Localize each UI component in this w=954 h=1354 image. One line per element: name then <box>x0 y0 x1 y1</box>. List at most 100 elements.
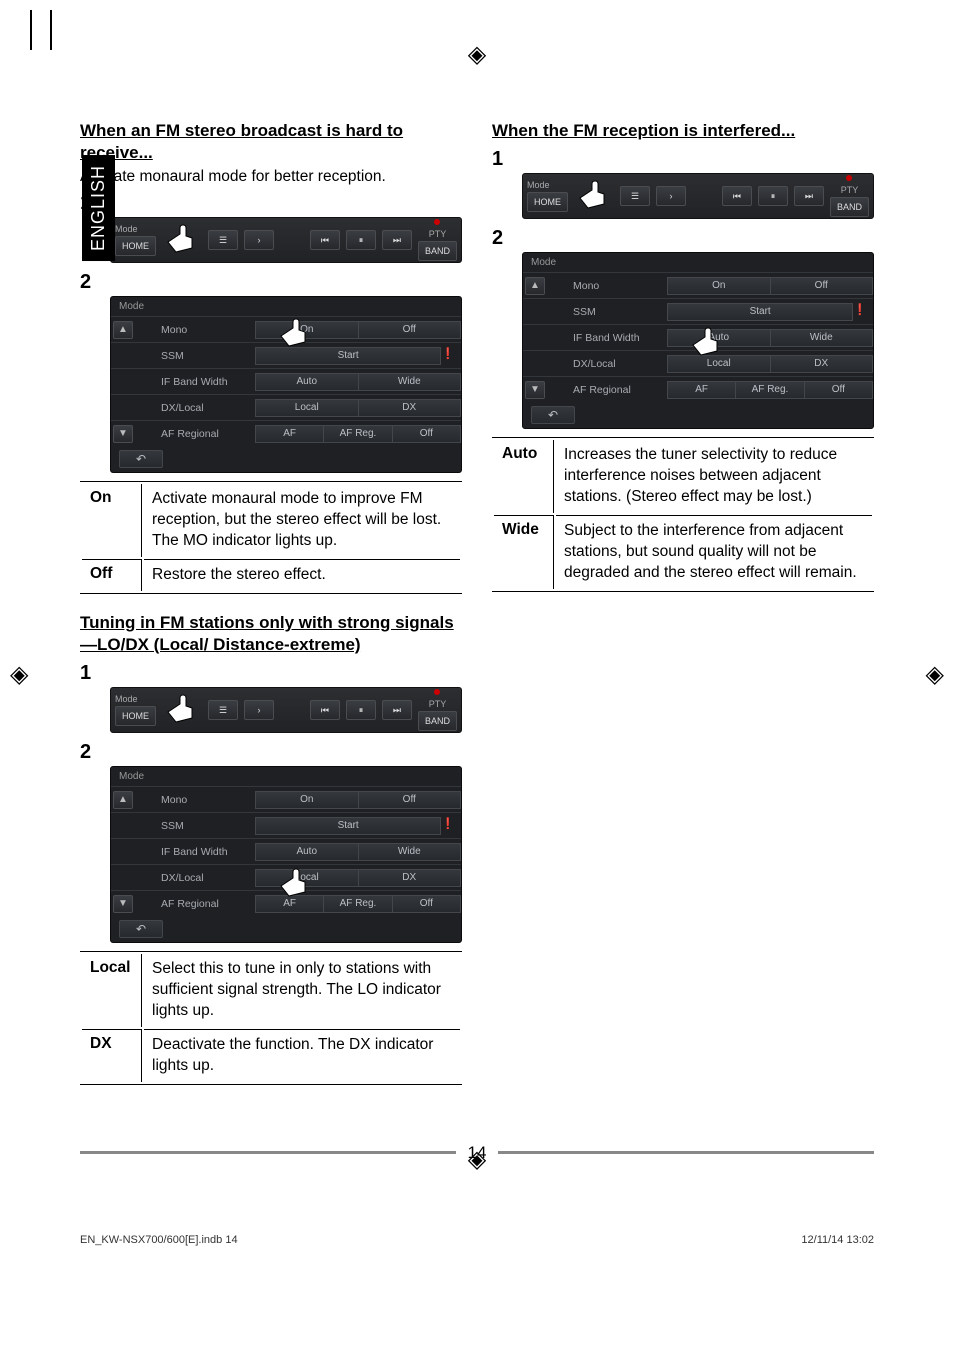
footer-rule-right <box>498 1151 874 1154</box>
opt-afoff[interactable]: Off <box>805 381 873 399</box>
menu-item-mono[interactable]: Mono <box>135 324 255 336</box>
mode-label: Mode <box>115 224 156 234</box>
opt-afreg[interactable]: AF Reg. <box>324 895 392 913</box>
pause-button[interactable]: ⏸ <box>346 700 376 720</box>
opt-afreg[interactable]: AF Reg. <box>324 425 392 443</box>
opt-af[interactable]: AF <box>667 381 736 399</box>
registration-mark-bottom: ◈ <box>80 1145 874 1174</box>
pause-button[interactable]: ⏸ <box>758 186 788 206</box>
menu-item-afreg[interactable]: AF Regional <box>547 384 667 396</box>
opt-af[interactable]: AF <box>255 425 324 443</box>
registration-mark-top: ◈ <box>468 40 486 69</box>
radio-toolbar: Mode HOME ☰ › ⏮ ⏸ ⏭ PTY BAND <box>522 173 874 219</box>
opt-wide[interactable]: Wide <box>359 373 462 391</box>
opt-wide[interactable]: Wide <box>771 329 874 347</box>
pointer-hand-icon <box>574 178 614 214</box>
footer-rule-left <box>80 1151 456 1154</box>
scroll-down-button[interactable]: ▼ <box>525 381 545 399</box>
opt-dx[interactable]: DX <box>771 355 874 373</box>
home-button[interactable]: HOME <box>115 236 156 256</box>
menu-item-ssm[interactable]: SSM <box>547 306 667 318</box>
section-title-mono: When an FM stereo broadcast is hard to r… <box>80 120 462 164</box>
opt-auto[interactable]: Auto <box>255 843 359 861</box>
more-button[interactable]: › <box>656 186 686 206</box>
pty-led <box>846 175 852 181</box>
back-button[interactable]: ↶ <box>119 450 163 468</box>
opt-local[interactable]: Local <box>255 399 359 417</box>
scroll-up-button[interactable]: ▲ <box>113 791 133 809</box>
pty-led <box>434 219 440 225</box>
warning-icon: ❗ <box>441 347 461 365</box>
pointer-hand-icon <box>275 316 315 357</box>
opt-off[interactable]: Off <box>359 791 462 809</box>
imposition-timestamp: 12/11/14 13:02 <box>801 1234 874 1246</box>
radio-toolbar: Mode HOME ☰ › ⏮ ⏸ ⏭ PTY BAND <box>110 217 462 263</box>
menu-item-ifbw[interactable]: IF Band Width <box>135 846 255 858</box>
opt-dx[interactable]: DX <box>359 869 462 887</box>
opt-dx[interactable]: DX <box>359 399 462 417</box>
band-button[interactable]: BAND <box>830 197 869 217</box>
table-val: Deactivate the function. The DX indicato… <box>144 1029 460 1082</box>
opt-off[interactable]: Off <box>359 321 462 339</box>
table-key: Local <box>82 954 142 1027</box>
opt-start[interactable]: Start <box>255 817 441 835</box>
back-button[interactable]: ↶ <box>531 406 575 424</box>
menu-item-ifbw[interactable]: IF Band Width <box>547 332 667 344</box>
pointer-hand-icon <box>162 692 202 728</box>
band-button[interactable]: BAND <box>418 711 457 731</box>
menu-item-mono[interactable]: Mono <box>547 280 667 292</box>
ifbw-description-table: Auto Increases the tuner selectivity to … <box>492 437 874 592</box>
opt-on[interactable]: On <box>667 277 771 295</box>
mono-description-table: On Activate monaural mode to improve FM … <box>80 481 462 594</box>
opt-wide[interactable]: Wide <box>359 843 462 861</box>
menu-item-afreg[interactable]: AF Regional <box>135 898 255 910</box>
pty-label: PTY <box>429 699 447 709</box>
opt-afreg[interactable]: AF Reg. <box>736 381 804 399</box>
opt-on[interactable]: On <box>255 791 359 809</box>
opt-auto[interactable]: Auto <box>255 373 359 391</box>
prev-track-button[interactable]: ⏮ <box>310 230 340 250</box>
back-button[interactable]: ↶ <box>119 920 163 938</box>
section-subtitle-mono: Activate monaural mode for better recept… <box>80 168 462 186</box>
menu-item-dxlocal[interactable]: DX/Local <box>547 358 667 370</box>
table-key: On <box>82 484 142 557</box>
next-track-button[interactable]: ⏭ <box>382 230 412 250</box>
warning-icon: ❗ <box>853 303 873 321</box>
step-number-1: 1 <box>80 662 462 685</box>
more-button[interactable]: › <box>244 230 274 250</box>
menu-item-ifbw[interactable]: IF Band Width <box>135 376 255 388</box>
opt-afoff[interactable]: Off <box>393 425 461 443</box>
section-title-lodx: Tuning in FM stations only with strong s… <box>80 612 462 656</box>
pause-button[interactable]: ⏸ <box>346 230 376 250</box>
list-button[interactable]: ☰ <box>620 186 650 206</box>
prev-track-button[interactable]: ⏮ <box>722 186 752 206</box>
band-button[interactable]: BAND <box>418 241 457 261</box>
prev-track-button[interactable]: ⏮ <box>310 700 340 720</box>
scroll-down-button[interactable]: ▼ <box>113 425 133 443</box>
scroll-up-button[interactable]: ▲ <box>525 277 545 295</box>
more-button[interactable]: › <box>244 700 274 720</box>
lodx-description-table: Local Select this to tune in only to sta… <box>80 951 462 1085</box>
menu-item-dxlocal[interactable]: DX/Local <box>135 402 255 414</box>
opt-start[interactable]: Start <box>667 303 853 321</box>
list-button[interactable]: ☰ <box>208 700 238 720</box>
home-button[interactable]: HOME <box>115 706 156 726</box>
step-number-2: 2 <box>80 741 462 764</box>
menu-item-afreg[interactable]: AF Regional <box>135 428 255 440</box>
next-track-button[interactable]: ⏭ <box>794 186 824 206</box>
menu-item-dxlocal[interactable]: DX/Local <box>135 872 255 884</box>
scroll-up-button[interactable]: ▲ <box>113 321 133 339</box>
next-track-button[interactable]: ⏭ <box>382 700 412 720</box>
pty-label: PTY <box>841 185 859 195</box>
language-tab: ENGLISH <box>82 155 115 261</box>
menu-item-mono[interactable]: Mono <box>135 794 255 806</box>
scroll-down-button[interactable]: ▼ <box>113 895 133 913</box>
opt-off[interactable]: Off <box>771 277 874 295</box>
list-button[interactable]: ☰ <box>208 230 238 250</box>
menu-item-ssm[interactable]: SSM <box>135 820 255 832</box>
home-button[interactable]: HOME <box>527 192 568 212</box>
table-key: Auto <box>494 440 554 513</box>
menu-item-ssm[interactable]: SSM <box>135 350 255 362</box>
table-val: Increases the tuner selectivity to reduc… <box>556 440 872 513</box>
opt-afoff[interactable]: Off <box>393 895 461 913</box>
